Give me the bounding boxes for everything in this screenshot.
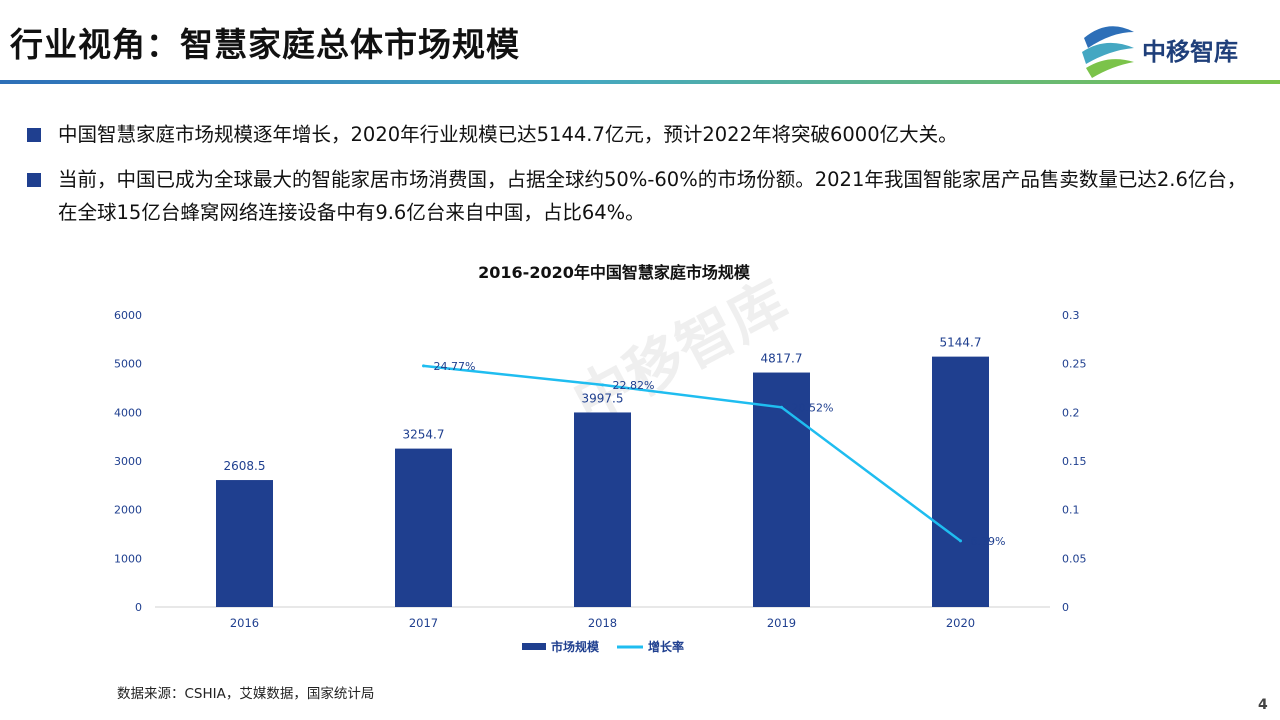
legend-bar-swatch bbox=[522, 643, 546, 650]
growth-data-label: 6.79% bbox=[971, 535, 1006, 548]
x-tick-label: 2017 bbox=[409, 616, 438, 630]
growth-point bbox=[959, 539, 962, 543]
growth-point bbox=[422, 364, 425, 368]
page-number: 4 bbox=[1258, 697, 1268, 713]
x-tick-label: 2019 bbox=[767, 616, 796, 630]
y-left-tick-label: 2000 bbox=[114, 504, 142, 517]
bullet-item-1: 中国智慧家庭市场规模逐年增长，2020年行业规模已达5144.7亿元，预计202… bbox=[27, 118, 1257, 151]
y-right-tick-label: 0.15 bbox=[1062, 455, 1087, 468]
y-right-tick-label: 0.1 bbox=[1062, 504, 1080, 517]
legend-line-label: 增长率 bbox=[648, 639, 684, 654]
bar bbox=[395, 448, 452, 607]
bar-data-label: 4817.7 bbox=[761, 352, 803, 366]
bullet-text: 中国智慧家庭市场规模逐年增长，2020年行业规模已达5144.7亿元，预计202… bbox=[58, 123, 958, 146]
y-left-tick-label: 3000 bbox=[114, 455, 142, 468]
bar bbox=[753, 372, 810, 607]
x-tick-label: 2020 bbox=[946, 616, 975, 630]
source-note: 数据来源：CSHIA，艾媒数据，国家统计局 bbox=[117, 686, 375, 702]
x-tick-label: 2018 bbox=[588, 616, 617, 630]
y-right-tick-label: 0.3 bbox=[1062, 309, 1080, 322]
bar bbox=[574, 412, 631, 607]
page-title: 行业视角：智慧家庭总体市场规模 bbox=[10, 25, 520, 64]
growth-data-label: 22.82% bbox=[613, 379, 655, 392]
y-right-tick-label: 0.25 bbox=[1062, 358, 1087, 371]
bullet-square-icon bbox=[27, 173, 41, 187]
y-left-tick-label: 5000 bbox=[114, 358, 142, 371]
y-right-tick-label: 0.2 bbox=[1062, 406, 1080, 419]
bar bbox=[932, 356, 989, 607]
logo-text: 中移智库 bbox=[1142, 38, 1238, 66]
bullet-square-icon bbox=[27, 128, 41, 142]
growth-point bbox=[601, 383, 604, 387]
y-left-tick-label: 1000 bbox=[114, 552, 142, 565]
growth-data-label: 20.52% bbox=[792, 401, 834, 414]
y-left-tick-label: 6000 bbox=[114, 309, 142, 322]
stacked-leaf-logo-icon bbox=[1082, 26, 1134, 78]
y-left-tick-label: 0 bbox=[135, 601, 142, 614]
growth-line bbox=[423, 364, 962, 542]
legend-bar-label: 市场规模 bbox=[551, 639, 600, 654]
bar bbox=[216, 480, 273, 607]
bullet-item-2: 当前，中国已成为全球最大的智能家居市场消费国，占据全球约50%-60%的市场份额… bbox=[27, 163, 1257, 229]
market-size-chart: 中移智库2016-2020年中国智慧家庭市场规模0100020003000400… bbox=[114, 263, 1087, 654]
bar-data-label: 5144.7 bbox=[940, 336, 982, 350]
bar-data-label: 2608.5 bbox=[224, 459, 266, 473]
bar-data-label: 3254.7 bbox=[403, 428, 445, 442]
bullet-text: 当前，中国已成为全球最大的智能家居市场消费国，占据全球约50%-60%的市场份额… bbox=[58, 168, 1247, 224]
y-left-tick-label: 4000 bbox=[114, 406, 142, 419]
brand-logo: 中移智库 bbox=[1078, 18, 1268, 80]
chart-title: 2016-2020年中国智慧家庭市场规模 bbox=[478, 263, 751, 282]
y-right-tick-label: 0 bbox=[1062, 601, 1069, 614]
bar-data-label: 3997.5 bbox=[582, 391, 624, 405]
growth-data-label: 24.77% bbox=[434, 360, 476, 373]
growth-point bbox=[780, 405, 783, 409]
y-right-tick-label: 0.05 bbox=[1062, 552, 1087, 565]
header-divider bbox=[0, 80, 1280, 84]
x-tick-label: 2016 bbox=[230, 616, 259, 630]
